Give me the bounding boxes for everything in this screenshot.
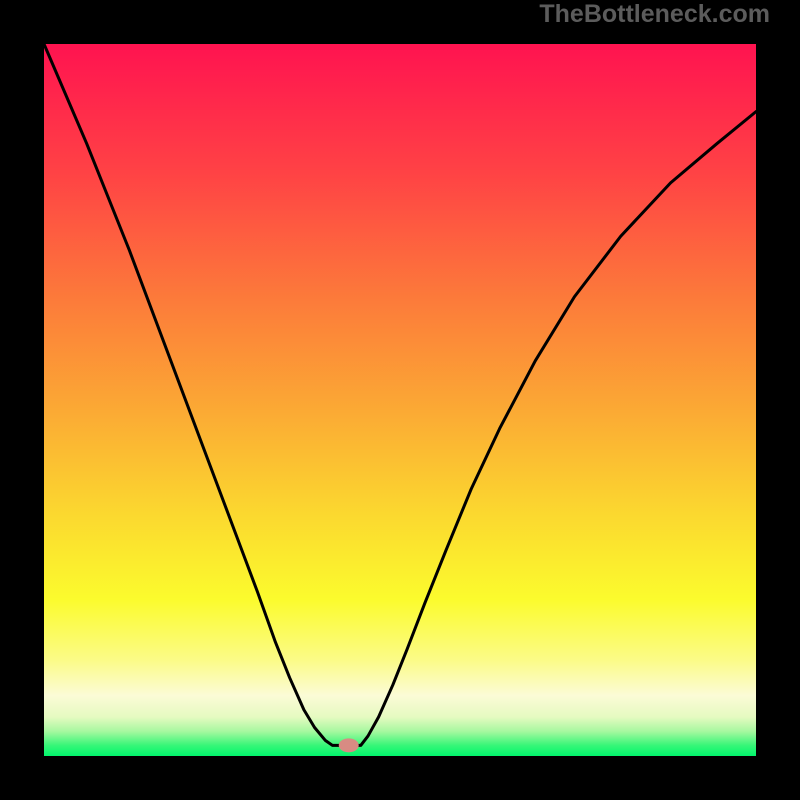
chart-frame: TheBottleneck.com bbox=[0, 0, 800, 800]
watermark-text: TheBottleneck.com bbox=[539, 0, 770, 29]
plot-outer-border bbox=[22, 22, 778, 778]
